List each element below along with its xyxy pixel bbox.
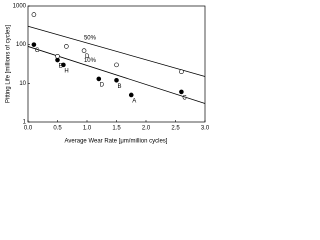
fit-line bbox=[27, 25, 206, 77]
point bbox=[64, 44, 69, 49]
point-label: B bbox=[118, 84, 122, 90]
y-tick-label: 1000 bbox=[13, 4, 27, 10]
point bbox=[31, 12, 37, 17]
point bbox=[114, 62, 119, 68]
point-label: G bbox=[35, 48, 40, 54]
y-tick-label: 1 bbox=[23, 120, 27, 126]
y-axis-label: Pitting Life [millions of cycles] bbox=[6, 25, 12, 103]
point bbox=[61, 62, 66, 68]
x-tick-label: 1.0 bbox=[83, 126, 92, 132]
chart: Average Wear Rate [μm/million cycles] Pi… bbox=[6, 4, 210, 145]
point-label: C bbox=[182, 95, 187, 101]
point bbox=[31, 42, 37, 47]
point bbox=[55, 54, 60, 59]
x-tick-label: 0.5 bbox=[53, 126, 62, 132]
point-label: A bbox=[132, 99, 136, 105]
point bbox=[179, 69, 184, 74]
x-tick-label: 3.0 bbox=[201, 126, 210, 132]
x-axis-label: Average Wear Rate [μm/million cycles] bbox=[65, 139, 168, 145]
point bbox=[55, 57, 60, 63]
x-tick-label: 2.5 bbox=[171, 126, 180, 132]
point bbox=[96, 76, 102, 82]
point bbox=[128, 92, 134, 98]
point bbox=[81, 48, 87, 53]
point-label: D bbox=[100, 83, 105, 89]
y-tick-label: 10 bbox=[19, 81, 26, 87]
point-label: D bbox=[85, 54, 90, 60]
fit-line bbox=[27, 46, 206, 104]
x-tick-label: 0.0 bbox=[24, 126, 33, 132]
point-label: E bbox=[59, 64, 63, 70]
line-label: 10% bbox=[84, 58, 97, 64]
x-tick-label: 1.5 bbox=[112, 126, 121, 132]
x-tick-label: 2.0 bbox=[142, 126, 151, 132]
point-label: H bbox=[64, 68, 68, 74]
line-label: 50% bbox=[84, 35, 97, 41]
y-tick-label: 100 bbox=[16, 42, 27, 48]
point bbox=[114, 77, 119, 83]
point bbox=[179, 89, 184, 95]
